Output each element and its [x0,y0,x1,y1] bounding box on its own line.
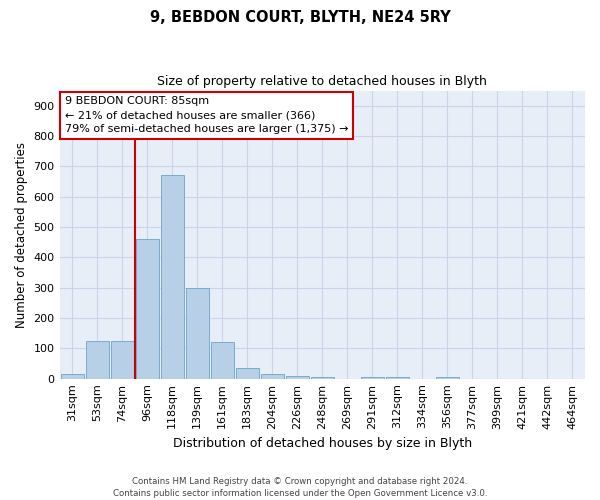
Bar [311,377,334,378]
Bar [211,342,233,378]
Text: 9, BEBDON COURT, BLYTH, NE24 5RY: 9, BEBDON COURT, BLYTH, NE24 5RY [149,10,451,25]
Bar [436,377,459,378]
Bar [185,288,209,378]
Text: Contains HM Land Registry data © Crown copyright and database right 2024.
Contai: Contains HM Land Registry data © Crown c… [113,476,487,498]
Text: 9 BEBDON COURT: 85sqm
← 21% of detached houses are smaller (366)
79% of semi-det: 9 BEBDON COURT: 85sqm ← 21% of detached … [65,96,348,134]
Bar [86,341,109,378]
Bar [286,376,309,378]
Bar [386,377,409,378]
Y-axis label: Number of detached properties: Number of detached properties [15,142,28,328]
Bar [61,374,83,378]
Bar [161,176,184,378]
Bar [136,239,158,378]
Bar [236,368,259,378]
X-axis label: Distribution of detached houses by size in Blyth: Distribution of detached houses by size … [173,437,472,450]
Bar [110,341,134,378]
Bar [361,377,384,378]
Title: Size of property relative to detached houses in Blyth: Size of property relative to detached ho… [157,75,487,88]
Bar [261,374,284,378]
